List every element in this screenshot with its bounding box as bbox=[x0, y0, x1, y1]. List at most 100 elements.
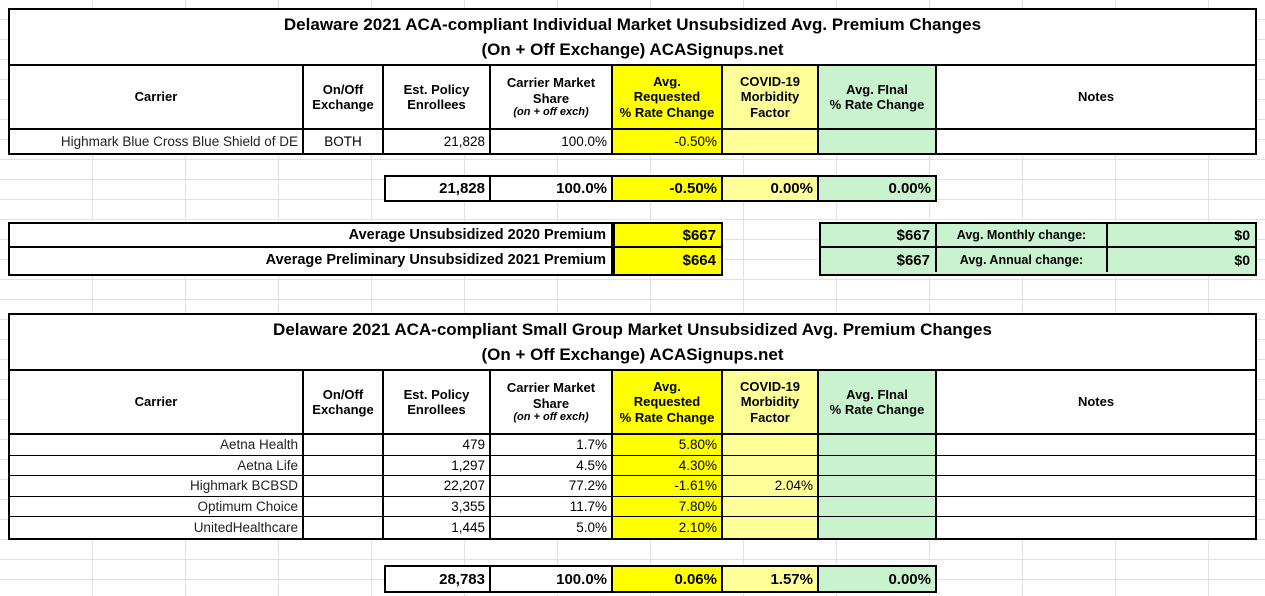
annual-change-value[interactable]: $0 bbox=[1234, 252, 1250, 268]
table-row: Aetna Life 1,297 4.5% 4.30% bbox=[10, 455, 1255, 476]
col-header-carrier[interactable]: Carrier bbox=[10, 66, 304, 128]
covid-factor-cell[interactable]: 2.04% bbox=[723, 476, 819, 497]
premium-values-box: $667 $664 bbox=[613, 222, 723, 276]
monthly-change-value[interactable]: $0 bbox=[1234, 227, 1250, 243]
exchange-cell[interactable]: BOTH bbox=[304, 130, 384, 153]
title-line-1: Delaware 2021 ACA-compliant Individual M… bbox=[283, 15, 982, 34]
premium-2020-final-value[interactable]: $667 bbox=[821, 224, 937, 246]
requested-rate-cell[interactable]: 7.80% bbox=[613, 496, 723, 517]
enrollees-cell[interactable]: 479 bbox=[384, 435, 491, 456]
title-line-2: (On + Off Exchange) ACASignups.net bbox=[481, 345, 784, 364]
col-header-requested-rate[interactable]: Avg. Requested % Rate Change bbox=[613, 66, 723, 128]
total-enrollees-cell[interactable]: 28,783 bbox=[386, 567, 491, 591]
final-rate-cell[interactable] bbox=[819, 476, 937, 497]
carrier-cell[interactable]: Optimum Choice bbox=[10, 496, 304, 517]
enrollees-cell[interactable]: 22,207 bbox=[384, 476, 491, 497]
col-header-carrier[interactable]: Carrier bbox=[10, 371, 304, 433]
individual-header-row: Carrier On/Off Exchange Est. Policy Enro… bbox=[10, 66, 1255, 130]
final-rate-cell[interactable] bbox=[819, 455, 937, 476]
covid-factor-cell[interactable] bbox=[723, 517, 819, 538]
total-covid-cell[interactable]: 0.00% bbox=[723, 177, 819, 200]
covid-factor-cell[interactable] bbox=[723, 435, 819, 456]
total-requested-cell[interactable]: 0.06% bbox=[613, 567, 723, 591]
market-share-cell[interactable]: 4.5% bbox=[491, 455, 613, 476]
premium-2020-value[interactable]: $667 bbox=[615, 224, 721, 248]
col-header-notes[interactable]: Notes bbox=[1077, 394, 1115, 410]
notes-cell[interactable] bbox=[937, 517, 1255, 538]
col-header-enrollees[interactable]: Est. Policy Enrollees bbox=[384, 371, 491, 433]
final-rate-cell[interactable] bbox=[819, 435, 937, 456]
table-row: Aetna Health 479 1.7% 5.80% bbox=[10, 435, 1255, 456]
requested-rate-cell[interactable]: -1.61% bbox=[613, 476, 723, 497]
small-group-table-title[interactable]: Delaware 2021 ACA-compliant Small Group … bbox=[10, 315, 1255, 371]
exchange-cell[interactable] bbox=[304, 517, 384, 538]
col-header-requested-rate[interactable]: Avg. Requested % Rate Change bbox=[613, 371, 723, 433]
carrier-cell[interactable]: Aetna Health bbox=[10, 435, 304, 456]
final-rate-cell[interactable] bbox=[819, 496, 937, 517]
requested-rate-cell[interactable]: 2.10% bbox=[613, 517, 723, 538]
market-share-cell[interactable]: 1.7% bbox=[491, 435, 613, 456]
total-covid-cell[interactable]: 1.57% bbox=[723, 567, 819, 591]
premium-2021-final-value[interactable]: $667 bbox=[821, 248, 937, 272]
col-header-final-rate[interactable]: Avg. FInal % Rate Change bbox=[819, 371, 937, 433]
requested-rate-cell[interactable]: -0.50% bbox=[613, 130, 723, 153]
notes-cell[interactable] bbox=[937, 456, 1255, 476]
notes-cell[interactable] bbox=[937, 130, 1255, 153]
col-header-market-share[interactable]: Carrier Market Share (on + off exch) bbox=[491, 371, 613, 433]
market-share-cell[interactable]: 100.0% bbox=[491, 130, 613, 153]
carrier-cell[interactable]: UnitedHealthcare bbox=[10, 517, 304, 538]
market-share-label: Carrier Market Share bbox=[506, 75, 596, 106]
monthly-change-label[interactable]: Avg. Monthly change: bbox=[937, 224, 1108, 246]
exchange-cell[interactable] bbox=[304, 476, 384, 497]
enrollees-cell[interactable]: 3,355 bbox=[384, 496, 491, 517]
market-share-sublabel: (on + off exch) bbox=[513, 106, 589, 118]
individual-totals-row: 21,828 100.0% -0.50% 0.00% 0.00% bbox=[384, 175, 937, 202]
carrier-cell[interactable]: Highmark Blue Cross Blue Shield of DE bbox=[10, 130, 304, 153]
premium-2020-label[interactable]: Average Unsubsidized 2020 Premium bbox=[10, 224, 611, 248]
notes-cell[interactable] bbox=[937, 497, 1255, 517]
total-requested-cell[interactable]: -0.50% bbox=[613, 177, 723, 200]
exchange-cell[interactable] bbox=[304, 435, 384, 456]
covid-factor-cell[interactable] bbox=[723, 455, 819, 476]
col-header-covid-morbidity[interactable]: COVID-19 Morbidity Factor bbox=[723, 371, 819, 433]
carrier-cell[interactable]: Highmark BCBSD bbox=[10, 476, 304, 497]
col-header-exchange[interactable]: On/Off Exchange bbox=[304, 66, 384, 128]
total-final-cell[interactable]: 0.00% bbox=[819, 567, 935, 591]
requested-rate-cell[interactable]: 5.80% bbox=[613, 435, 723, 456]
carrier-cell[interactable]: Aetna Life bbox=[10, 455, 304, 476]
premium-labels-box: Average Unsubsidized 2020 Premium Averag… bbox=[8, 222, 613, 276]
requested-rate-cell[interactable]: 4.30% bbox=[613, 455, 723, 476]
final-rate-cell[interactable] bbox=[819, 517, 937, 538]
individual-table-title[interactable]: Delaware 2021 ACA-compliant Individual M… bbox=[10, 10, 1255, 66]
notes-cell[interactable] bbox=[937, 435, 1255, 456]
enrollees-cell[interactable]: 21,828 bbox=[384, 130, 491, 153]
exchange-cell[interactable] bbox=[304, 496, 384, 517]
total-final-cell[interactable]: 0.00% bbox=[819, 177, 935, 200]
individual-market-table: Delaware 2021 ACA-compliant Individual M… bbox=[8, 8, 1257, 155]
col-header-enrollees[interactable]: Est. Policy Enrollees bbox=[384, 66, 491, 128]
market-share-cell[interactable]: 77.2% bbox=[491, 476, 613, 497]
notes-cell[interactable] bbox=[937, 476, 1255, 497]
col-header-final-rate[interactable]: Avg. FInal % Rate Change bbox=[819, 66, 937, 128]
col-header-notes[interactable]: Notes bbox=[1077, 89, 1115, 105]
covid-factor-cell[interactable] bbox=[723, 496, 819, 517]
enrollees-cell[interactable]: 1,445 bbox=[384, 517, 491, 538]
enrollees-cell[interactable]: 1,297 bbox=[384, 455, 491, 476]
table-row: Highmark BCBSD 22,207 77.2% -1.61% 2.04% bbox=[10, 476, 1255, 497]
total-share-cell[interactable]: 100.0% bbox=[491, 177, 613, 200]
annual-change-label[interactable]: Avg. Annual change: bbox=[937, 248, 1108, 272]
covid-factor-cell[interactable] bbox=[723, 130, 819, 153]
col-header-covid-morbidity[interactable]: COVID-19 Morbidity Factor bbox=[723, 66, 819, 128]
col-header-exchange[interactable]: On/Off Exchange bbox=[304, 371, 384, 433]
title-line-1: Delaware 2021 ACA-compliant Small Group … bbox=[273, 320, 992, 339]
premium-2021-label[interactable]: Average Preliminary Unsubsidized 2021 Pr… bbox=[265, 252, 606, 268]
final-rate-cell[interactable] bbox=[819, 130, 937, 153]
market-share-cell[interactable]: 11.7% bbox=[491, 496, 613, 517]
col-header-market-share[interactable]: Carrier Market Share (on + off exch) bbox=[491, 66, 613, 128]
exchange-cell[interactable] bbox=[304, 455, 384, 476]
total-enrollees-cell[interactable]: 21,828 bbox=[386, 177, 491, 200]
market-share-cell[interactable]: 5.0% bbox=[491, 517, 613, 538]
premium-2021-value[interactable]: $664 bbox=[682, 251, 716, 269]
total-share-cell[interactable]: 100.0% bbox=[491, 567, 613, 591]
